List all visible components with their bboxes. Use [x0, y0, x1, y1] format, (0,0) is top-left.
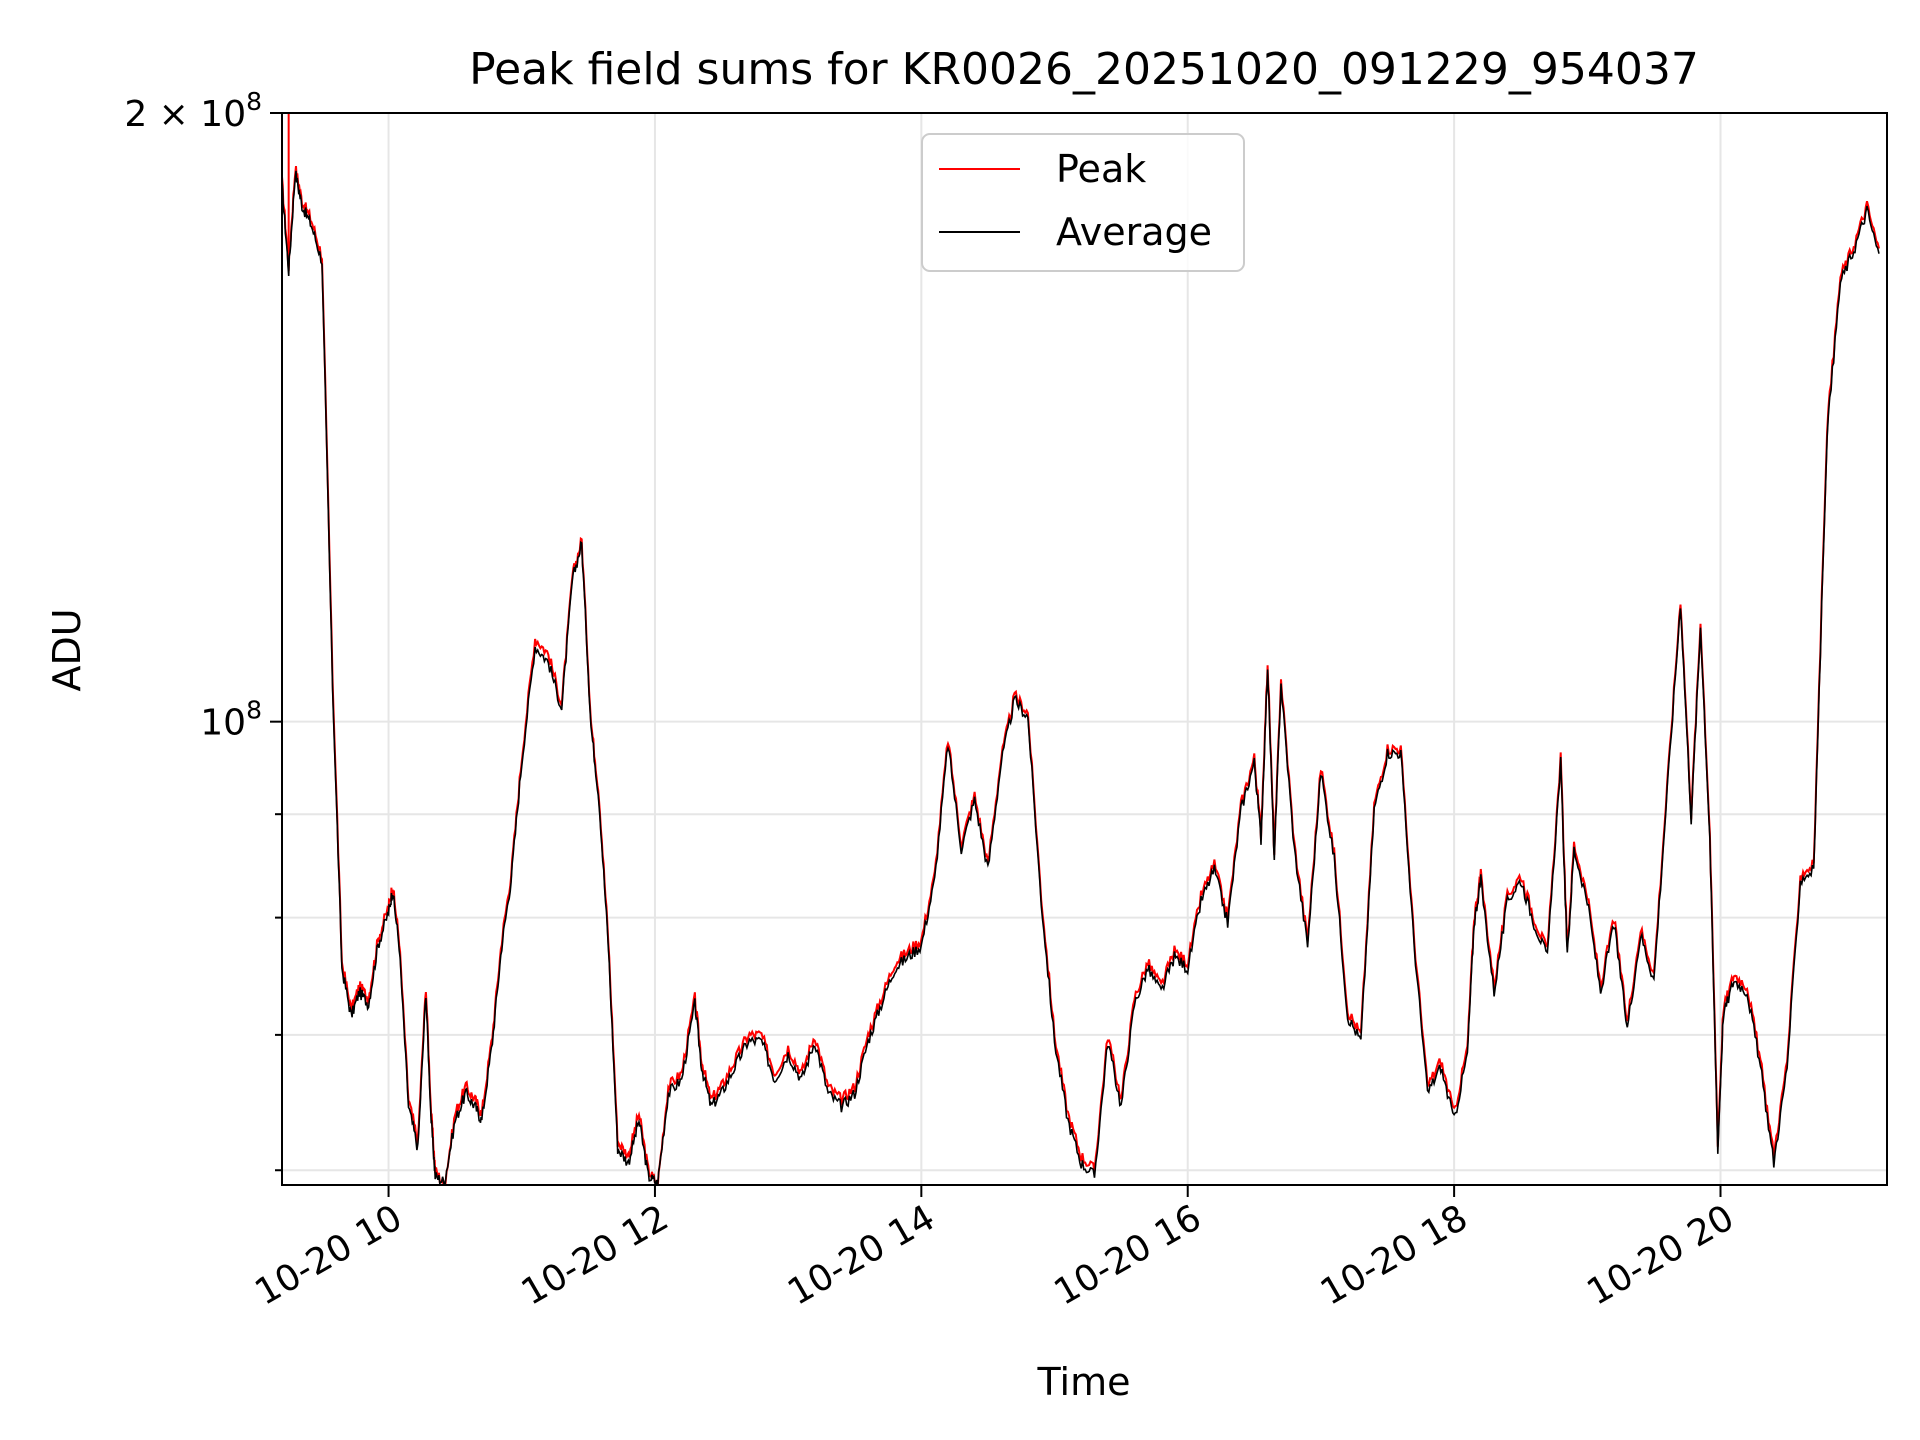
plot-series — [282, 113, 1880, 1185]
chart-title: Peak field sums for KR0026_20251020_0912… — [469, 44, 1699, 95]
y-tick-label: 108 — [200, 696, 262, 744]
x-axis-label: Time — [1037, 1360, 1131, 1404]
legend: Peak Average — [921, 133, 1245, 272]
series-line-average — [282, 170, 1880, 1185]
legend-peak-label: Peak — [1056, 147, 1146, 191]
y-axis-label: ADU — [45, 608, 89, 691]
legend-average-label: Average — [1056, 210, 1212, 254]
y-tick-label: 2 × 108 — [124, 87, 262, 135]
plot-frame — [281, 112, 1888, 1186]
grid-lines — [282, 112, 1887, 1185]
